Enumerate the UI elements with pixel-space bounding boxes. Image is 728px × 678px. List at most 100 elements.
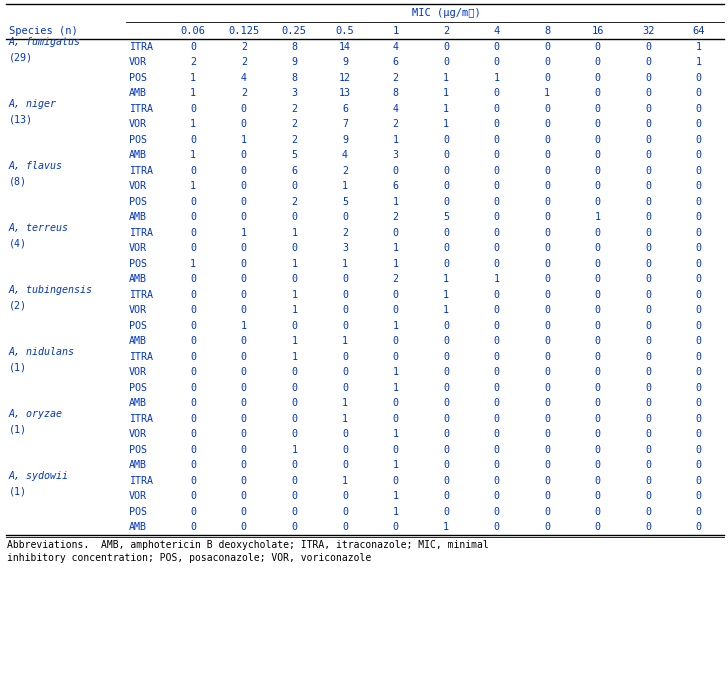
- Text: AMB: AMB: [129, 88, 147, 98]
- Text: 0: 0: [342, 492, 348, 501]
- Text: A, flavus: A, flavus: [9, 161, 63, 171]
- Text: 0: 0: [342, 321, 348, 331]
- Text: 0: 0: [544, 522, 550, 532]
- Text: POS: POS: [129, 506, 147, 517]
- Text: 0: 0: [494, 290, 499, 300]
- Text: 0: 0: [291, 414, 297, 424]
- Text: 0: 0: [494, 165, 499, 176]
- Text: 4: 4: [392, 42, 398, 52]
- Text: 1: 1: [392, 460, 398, 471]
- Text: 1: 1: [392, 506, 398, 517]
- Text: 0: 0: [494, 104, 499, 114]
- Text: 2: 2: [241, 57, 247, 67]
- Text: 0: 0: [645, 259, 651, 268]
- Text: 1: 1: [190, 181, 197, 191]
- Text: 0: 0: [443, 506, 449, 517]
- Text: 0: 0: [544, 228, 550, 238]
- Text: 0: 0: [392, 352, 398, 362]
- Text: 0: 0: [494, 42, 499, 52]
- Text: POS: POS: [129, 259, 147, 268]
- Text: 3: 3: [342, 243, 348, 254]
- Text: 0: 0: [544, 290, 550, 300]
- Text: 0: 0: [342, 522, 348, 532]
- Text: 0: 0: [494, 460, 499, 471]
- Text: 0.125: 0.125: [228, 26, 259, 35]
- Text: 1: 1: [443, 119, 449, 129]
- Text: 8: 8: [291, 73, 297, 83]
- Text: 1: 1: [190, 73, 197, 83]
- Text: 0: 0: [190, 165, 197, 176]
- Text: 0: 0: [696, 197, 702, 207]
- Text: 0: 0: [190, 290, 197, 300]
- Text: 0: 0: [494, 119, 499, 129]
- Text: 0: 0: [645, 460, 651, 471]
- Text: 0: 0: [595, 352, 601, 362]
- Text: 0: 0: [443, 414, 449, 424]
- Text: 0: 0: [645, 212, 651, 222]
- Text: Abbreviations.  AMB, amphotericin B deoxycholate; ITRA, itraconazole; MIC, minim: Abbreviations. AMB, amphotericin B deoxy…: [7, 540, 488, 550]
- Text: 0: 0: [544, 212, 550, 222]
- Text: 2: 2: [392, 73, 398, 83]
- Text: 0: 0: [494, 336, 499, 346]
- Text: ITRA: ITRA: [129, 352, 153, 362]
- Text: 0: 0: [443, 321, 449, 331]
- Text: 0: 0: [544, 259, 550, 268]
- Text: 0: 0: [190, 460, 197, 471]
- Text: 0: 0: [190, 104, 197, 114]
- Text: 1: 1: [291, 290, 297, 300]
- Text: 0: 0: [494, 243, 499, 254]
- Text: 6: 6: [392, 181, 398, 191]
- Text: 0.5: 0.5: [336, 26, 355, 35]
- Text: 0: 0: [241, 460, 247, 471]
- Text: 0: 0: [595, 492, 601, 501]
- Text: AMB: AMB: [129, 460, 147, 471]
- Text: 0: 0: [595, 57, 601, 67]
- Text: 0: 0: [494, 321, 499, 331]
- Text: 0: 0: [443, 492, 449, 501]
- Text: 1: 1: [342, 414, 348, 424]
- Text: 0: 0: [241, 414, 247, 424]
- Text: 0: 0: [544, 197, 550, 207]
- Text: 0: 0: [696, 119, 702, 129]
- Text: 0: 0: [190, 305, 197, 315]
- Text: 0: 0: [645, 119, 651, 129]
- Text: 1: 1: [241, 228, 247, 238]
- Text: 0: 0: [544, 321, 550, 331]
- Text: 0: 0: [494, 212, 499, 222]
- Text: 0: 0: [241, 352, 247, 362]
- Text: 0: 0: [645, 197, 651, 207]
- Text: 0: 0: [241, 429, 247, 439]
- Text: 0: 0: [645, 73, 651, 83]
- Text: 0: 0: [494, 398, 499, 408]
- Text: 0: 0: [494, 445, 499, 455]
- Text: (1): (1): [9, 363, 27, 373]
- Text: 0: 0: [443, 165, 449, 176]
- Text: 0: 0: [544, 73, 550, 83]
- Text: 0: 0: [645, 506, 651, 517]
- Text: 0: 0: [443, 228, 449, 238]
- Text: 0: 0: [645, 274, 651, 284]
- Text: 2: 2: [392, 212, 398, 222]
- Text: 0: 0: [696, 367, 702, 377]
- Text: 0: 0: [696, 522, 702, 532]
- Text: 0: 0: [645, 181, 651, 191]
- Text: Species (n): Species (n): [9, 26, 78, 37]
- Text: 0: 0: [190, 492, 197, 501]
- Text: (4): (4): [9, 239, 27, 249]
- Text: 0: 0: [443, 135, 449, 144]
- Text: 1: 1: [595, 212, 601, 222]
- Text: 0: 0: [595, 336, 601, 346]
- Text: 0: 0: [595, 181, 601, 191]
- Text: 0: 0: [241, 492, 247, 501]
- Text: VOR: VOR: [129, 429, 147, 439]
- Text: 0: 0: [291, 429, 297, 439]
- Text: 1: 1: [443, 88, 449, 98]
- Text: 0: 0: [544, 151, 550, 160]
- Text: 0: 0: [645, 290, 651, 300]
- Text: 0: 0: [494, 151, 499, 160]
- Text: 0: 0: [291, 367, 297, 377]
- Text: 0: 0: [595, 414, 601, 424]
- Text: 12: 12: [339, 73, 351, 83]
- Text: 0: 0: [342, 352, 348, 362]
- Text: 2: 2: [392, 274, 398, 284]
